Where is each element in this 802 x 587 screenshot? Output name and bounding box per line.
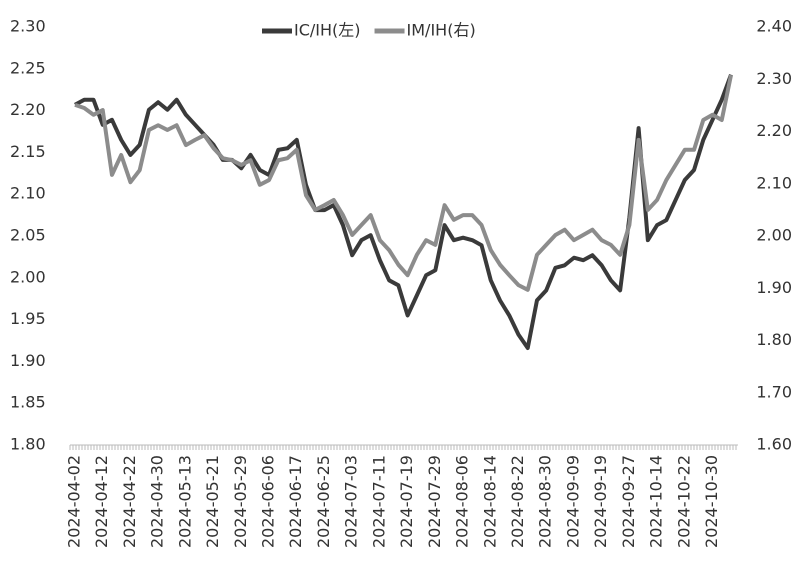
x-tick-label: 2024-08-06 — [453, 455, 472, 548]
x-tick-label: 2024-04-22 — [120, 455, 139, 548]
x-tick-label: 2024-10-14 — [647, 455, 666, 548]
x-tick-label: 2024-08-22 — [508, 455, 527, 548]
x-tick-label: 2024-05-29 — [231, 455, 250, 548]
y-tick-label: 2.25 — [10, 58, 46, 77]
y-tick-label: 2.00 — [10, 267, 46, 286]
x-tick-label: 2024-04-02 — [65, 455, 84, 548]
x-tick-label: 2024-07-03 — [342, 455, 361, 548]
y-tick-label: 2.05 — [10, 226, 46, 245]
y-tick-label: 1.85 — [10, 393, 46, 412]
y2-tick-label: 2.10 — [756, 173, 792, 192]
y-tick-label: 2.20 — [10, 100, 46, 119]
x-tick-label: 2024-09-19 — [591, 455, 610, 548]
x-tick-label: 2024-08-14 — [480, 455, 499, 548]
x-tick-label: 2024-09-27 — [619, 455, 638, 548]
x-tick-label: 2024-05-21 — [203, 455, 222, 548]
series-line — [74, 74, 733, 292]
y2-tick-label: 2.30 — [756, 69, 792, 88]
y2-tick-label: 2.20 — [756, 121, 792, 140]
x-tick-label: 2024-07-11 — [369, 455, 388, 548]
y-tick-label: 2.30 — [10, 17, 46, 36]
x-tick-label: 2024-07-19 — [397, 455, 416, 548]
y-tick-label: 1.95 — [10, 309, 46, 328]
y-tick-label: 1.90 — [10, 351, 46, 370]
legend-label: IM/IH(右) — [407, 21, 476, 40]
y2-tick-label: 2.40 — [756, 17, 792, 36]
y2-tick-label: 1.70 — [756, 382, 792, 401]
y2-tick-label: 2.00 — [756, 226, 792, 245]
x-tick-label: 2024-08-30 — [536, 455, 555, 548]
x-tick-label: 2024-06-25 — [314, 455, 333, 548]
x-tick-label: 2024-09-09 — [563, 455, 582, 548]
x-tick-label: 2024-05-13 — [175, 455, 194, 548]
y-tick-label: 2.15 — [10, 142, 46, 161]
y2-tick-label: 1.60 — [756, 435, 792, 454]
x-tick-label: 2024-07-29 — [425, 455, 444, 548]
legend-label: IC/IH(左) — [294, 21, 361, 40]
x-tick-label: 2024-10-30 — [702, 455, 721, 548]
y-tick-label: 2.10 — [10, 184, 46, 203]
x-tick-label: 2024-06-06 — [259, 455, 278, 548]
x-tick-label: 2024-04-12 — [92, 455, 111, 548]
x-tick-label: 2024-04-30 — [148, 455, 167, 548]
y2-tick-label: 1.90 — [756, 278, 792, 297]
series-line — [74, 73, 733, 351]
x-tick-label: 2024-10-22 — [674, 455, 693, 548]
x-tick-label: 2024-06-17 — [286, 455, 305, 548]
y-tick-label: 1.80 — [10, 435, 46, 454]
y2-tick-label: 1.80 — [756, 330, 792, 349]
